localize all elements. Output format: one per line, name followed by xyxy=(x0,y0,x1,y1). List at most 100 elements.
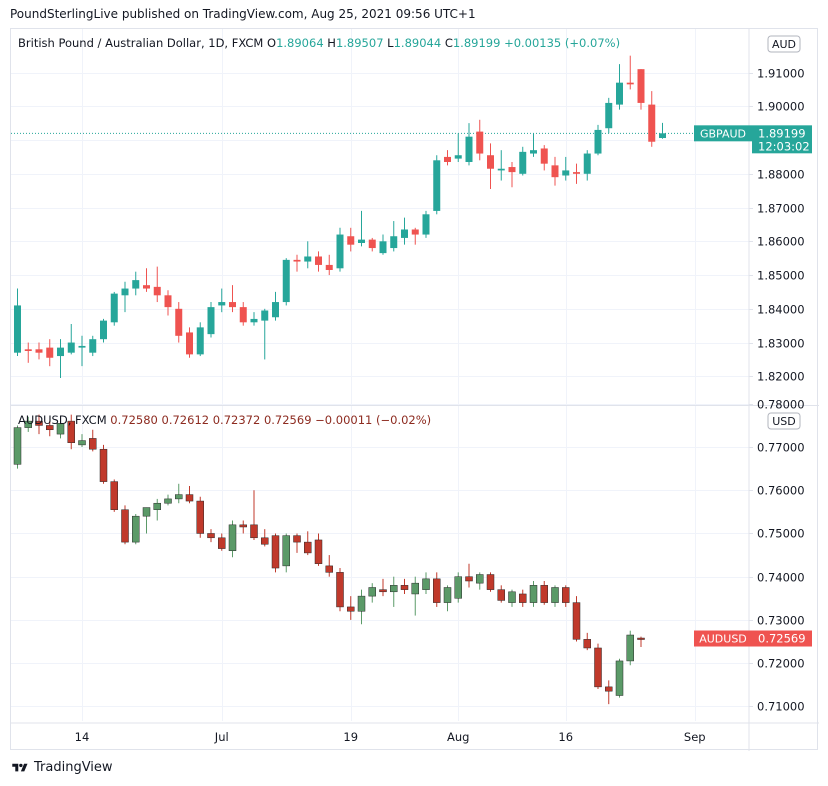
legend-high: 1.89507 xyxy=(336,36,387,50)
candle xyxy=(433,155,441,215)
candle xyxy=(347,227,355,252)
chart-canvas[interactable]: 1.910001.900001.890001.880001.870001.860… xyxy=(11,29,819,751)
candle-body xyxy=(110,481,118,510)
candle xyxy=(357,589,366,625)
candle-body xyxy=(519,593,527,603)
candle-body xyxy=(336,572,344,608)
candle-layer xyxy=(13,55,666,705)
y-tick-label: 1.90000 xyxy=(757,100,805,114)
candle-body xyxy=(379,241,387,254)
candle xyxy=(540,581,548,605)
currency-badge xyxy=(767,35,801,53)
currency-badge-label: USD xyxy=(772,415,796,428)
y-tick-label: 0.72000 xyxy=(757,657,805,671)
candle-body xyxy=(229,302,236,308)
candle xyxy=(443,585,452,612)
candle xyxy=(175,302,183,343)
candle-body xyxy=(78,440,86,446)
candle xyxy=(282,258,290,306)
candle xyxy=(519,146,527,176)
candle-body xyxy=(390,585,398,593)
candle-body xyxy=(583,639,591,649)
candle-body xyxy=(175,494,183,500)
candle xyxy=(142,507,151,534)
candle xyxy=(551,156,559,186)
candle-body xyxy=(164,295,172,308)
candle xyxy=(358,210,365,247)
y-tick-label: 0.74000 xyxy=(757,571,805,585)
candle-body xyxy=(185,494,194,502)
price-tag-label: 0.72569 xyxy=(758,632,806,646)
legend-open: 1.89064 xyxy=(276,36,327,50)
candle xyxy=(207,302,215,338)
candle-body xyxy=(626,82,634,85)
candle xyxy=(476,572,484,590)
legend-low: 1.89044 xyxy=(394,36,445,50)
candle xyxy=(228,520,237,558)
chart-frame[interactable]: 1.910001.900001.890001.880001.870001.860… xyxy=(10,28,819,751)
x-tick-label: Aug xyxy=(447,730,469,744)
candle xyxy=(185,485,194,504)
candle-body xyxy=(186,332,193,355)
candle-body xyxy=(433,160,441,211)
candle-body xyxy=(196,500,204,534)
candle-body xyxy=(476,131,484,154)
candle-body xyxy=(89,339,97,353)
legend-low: 0.72372 xyxy=(213,413,264,427)
legend-title: British Pound / Australian Dollar, 1D, F… xyxy=(18,36,267,50)
candle-body xyxy=(519,151,527,174)
x-tick-label: 19 xyxy=(343,730,358,744)
candle-body xyxy=(56,423,65,435)
candle xyxy=(57,339,64,378)
candle-body xyxy=(67,420,75,443)
candle xyxy=(196,322,204,357)
candle-body xyxy=(444,156,451,162)
x-tick-label: Sep xyxy=(684,730,706,744)
candle xyxy=(78,434,86,448)
candle-body xyxy=(562,170,570,176)
candle xyxy=(186,327,193,358)
candle-body xyxy=(648,104,656,142)
candle-body xyxy=(282,259,290,303)
candle-body xyxy=(228,524,237,552)
candle xyxy=(143,268,150,292)
candle xyxy=(132,271,140,296)
candle xyxy=(572,596,581,642)
candle xyxy=(616,64,623,110)
candle-body xyxy=(368,239,376,249)
candle-body xyxy=(433,578,441,603)
candle xyxy=(497,150,505,181)
candle xyxy=(35,342,43,360)
y-tick-label: 1.87000 xyxy=(757,202,805,216)
candle xyxy=(605,97,613,134)
candle-body xyxy=(336,234,344,269)
candle xyxy=(99,444,108,484)
candle-body xyxy=(250,318,258,323)
candle-body xyxy=(239,524,247,528)
candle-body xyxy=(261,310,269,321)
y-tick-label: 1.91000 xyxy=(757,67,805,81)
candle xyxy=(293,533,301,553)
candle-body xyxy=(530,150,537,154)
candle xyxy=(67,323,75,355)
tradingview-brand[interactable]: TradingView xyxy=(10,760,113,775)
candle xyxy=(315,251,322,272)
candle xyxy=(497,585,505,603)
candle xyxy=(89,335,97,357)
candle-body xyxy=(99,448,108,482)
currency-badge-label: AUD xyxy=(772,38,796,51)
candle xyxy=(24,416,32,432)
y-tick-label: 0.71000 xyxy=(757,700,805,714)
candle-body xyxy=(46,347,54,358)
candle-body xyxy=(390,236,398,249)
candle xyxy=(272,291,279,321)
candle xyxy=(153,266,161,303)
candle xyxy=(540,145,548,171)
y-tick-label: 0.76000 xyxy=(757,484,805,498)
candle xyxy=(110,291,118,326)
candle-body xyxy=(78,345,86,348)
candle xyxy=(648,91,656,147)
candle-body xyxy=(454,155,462,159)
candle-body xyxy=(594,647,602,688)
candle xyxy=(583,632,591,651)
